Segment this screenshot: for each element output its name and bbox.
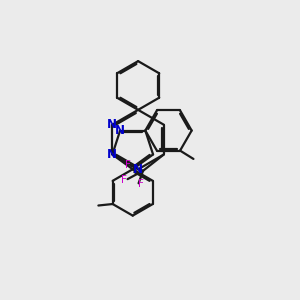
Text: N: N (107, 118, 117, 131)
Text: F: F (121, 175, 127, 185)
Text: N: N (115, 124, 125, 137)
Text: N: N (107, 148, 117, 161)
Text: N: N (133, 163, 143, 176)
Text: F: F (125, 160, 131, 170)
Text: F: F (138, 179, 144, 189)
